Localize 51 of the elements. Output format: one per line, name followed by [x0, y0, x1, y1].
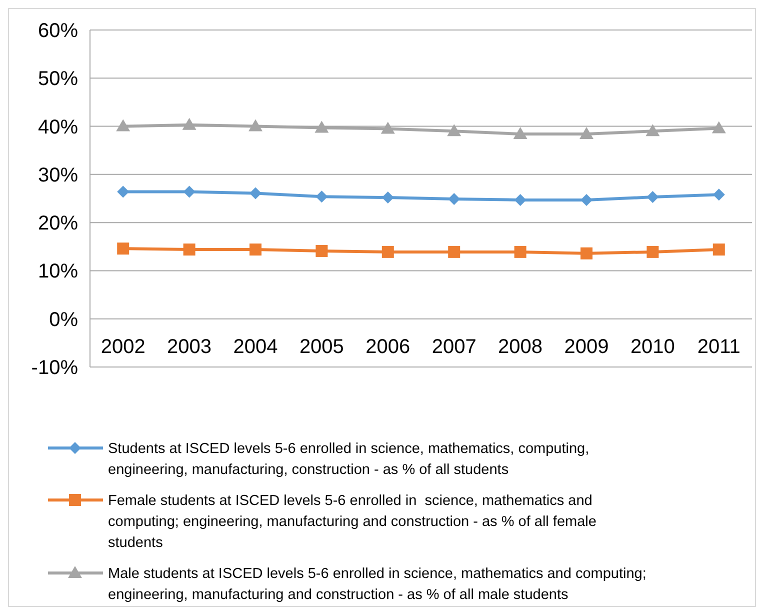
point — [316, 190, 328, 203]
point — [380, 122, 395, 134]
point — [514, 246, 526, 258]
x-tick-label: 2010 — [630, 336, 675, 358]
legend-label: Students at ISCED levels 5-6 enrolled in science, mathematics, computing, engineering, manufacturing, construction - as % of all students — [108, 441, 590, 478]
x-tick-label: 2007 — [432, 336, 476, 358]
point — [116, 119, 130, 132]
legend-label: Female students at ISCED levels 5-6 enrolled in science, mathematics and computing; engineering, manufacturing and construction - as % of all female students — [108, 493, 596, 551]
point — [382, 246, 394, 258]
point — [646, 246, 659, 258]
x-tick-label: 2011 — [697, 336, 740, 358]
legend-label: Male students at ISCED levels 5-6 enrolled in science, mathematics and computing; engineering, manufacturing and construction - as % of all male students — [108, 566, 646, 603]
point — [447, 124, 462, 136]
point — [448, 192, 460, 205]
point — [183, 186, 196, 198]
point — [448, 246, 460, 258]
x-tick-label: 2004 — [233, 336, 278, 358]
point — [513, 126, 528, 139]
y-tick-label: 40% — [38, 116, 78, 138]
point — [712, 244, 725, 256]
x-tick-label: 2008 — [498, 336, 543, 358]
point — [580, 247, 592, 260]
point — [712, 188, 725, 201]
point — [316, 244, 328, 257]
x-tick-label: 2005 — [299, 336, 344, 358]
point — [250, 187, 262, 200]
y-tick-label: 0% — [49, 308, 78, 331]
y-tick-label: 50% — [38, 68, 78, 90]
x-tick-label: 2006 — [366, 336, 410, 358]
point — [117, 186, 130, 198]
point — [646, 124, 660, 136]
point — [382, 192, 394, 204]
point — [182, 118, 196, 130]
y-tick-label: 10% — [38, 260, 78, 283]
point — [314, 120, 329, 133]
point — [646, 191, 659, 204]
y-tick-label: -10% — [31, 357, 78, 379]
point — [580, 126, 594, 139]
point — [117, 242, 130, 255]
point — [250, 244, 262, 256]
x-tick-label: 2003 — [167, 336, 212, 358]
point — [183, 244, 196, 256]
x-tick-label: 2009 — [564, 336, 609, 358]
point — [580, 194, 592, 206]
y-tick-label: 20% — [38, 212, 78, 235]
x-tick-label: 2002 — [100, 336, 146, 358]
point — [248, 119, 262, 132]
y-tick-label: 30% — [38, 164, 78, 186]
y-tick-label: 60% — [38, 20, 78, 42]
point — [514, 194, 526, 206]
point — [712, 121, 726, 134]
